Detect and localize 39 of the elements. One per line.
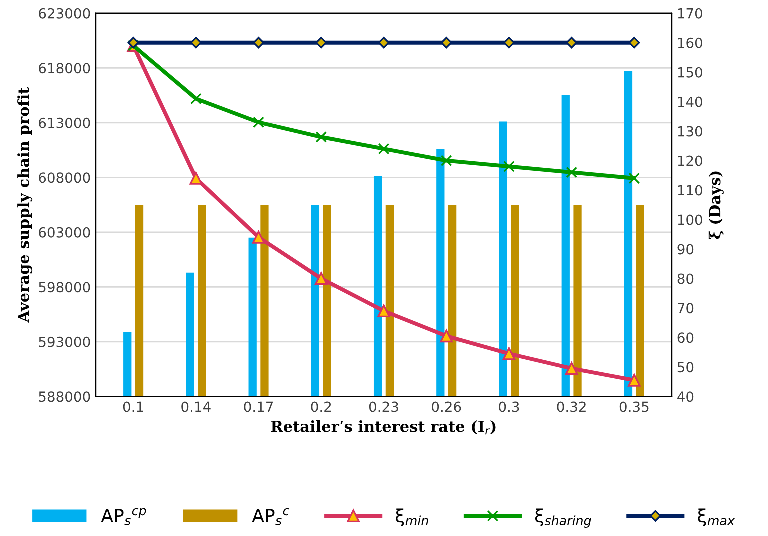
y2-tick-label: 110 xyxy=(678,185,702,196)
x-tick-label: 0.35 xyxy=(620,402,649,412)
legend-label: ξ$_{max}$ xyxy=(698,508,736,526)
y2-tick-label: 120 xyxy=(678,156,702,166)
x-tick-label: 0.17 xyxy=(244,402,274,412)
x-tick-label: 0.14 xyxy=(182,402,211,412)
y2-tick-label: 40 xyxy=(678,392,694,402)
y2-tick-label: 140 xyxy=(678,96,702,108)
y2-tick-label: 60 xyxy=(678,332,694,344)
x-tick-label: 0.26 xyxy=(432,402,462,412)
x-tick-label: 0.23 xyxy=(369,402,398,412)
x-tick-label: 0.2 xyxy=(311,402,332,412)
legend-label: ξ$_{min}$ xyxy=(396,508,428,526)
y-tick-label: 593000 xyxy=(39,336,90,348)
y2-tick-label: 100 xyxy=(678,214,702,226)
y2-tick-label: 50 xyxy=(678,362,694,373)
y2-tick-label: 80 xyxy=(678,274,694,284)
x-axis-title: Retailer’s interest rate (I$_{r}$) xyxy=(271,420,496,435)
y-axis-title: Average supply chain profit xyxy=(18,87,33,323)
y2-tick-label: 170 xyxy=(678,8,702,19)
y-tick-label: 598000 xyxy=(39,282,90,293)
y2-tick-label: 90 xyxy=(678,244,694,255)
y2-tick-label: 130 xyxy=(678,126,702,137)
legend-label: ξ$_{sharing}$ xyxy=(535,508,592,528)
y-tick-label: 618000 xyxy=(39,63,90,74)
x-tick-label: 0.3 xyxy=(499,402,520,412)
y2-axis-title: ξ (Days) xyxy=(708,172,724,240)
legend-label: AP$_{s}$$^{cp}$ xyxy=(101,508,146,526)
y2-tick-label: 160 xyxy=(678,38,702,48)
y2-tick-label: 150 xyxy=(678,67,702,78)
x-tick-label: 0.1 xyxy=(123,402,144,412)
y-tick-label: 608000 xyxy=(39,172,90,184)
y-tick-label: 623000 xyxy=(39,8,90,19)
y-tick-label: 613000 xyxy=(39,118,90,128)
y-tick-label: 588000 xyxy=(39,392,90,402)
x-tick-label: 0.32 xyxy=(557,402,586,412)
y2-tick-label: 70 xyxy=(678,303,694,314)
legend-label: AP$_{s}$$^{c}$ xyxy=(252,508,290,526)
y-tick-label: 603000 xyxy=(39,227,90,238)
